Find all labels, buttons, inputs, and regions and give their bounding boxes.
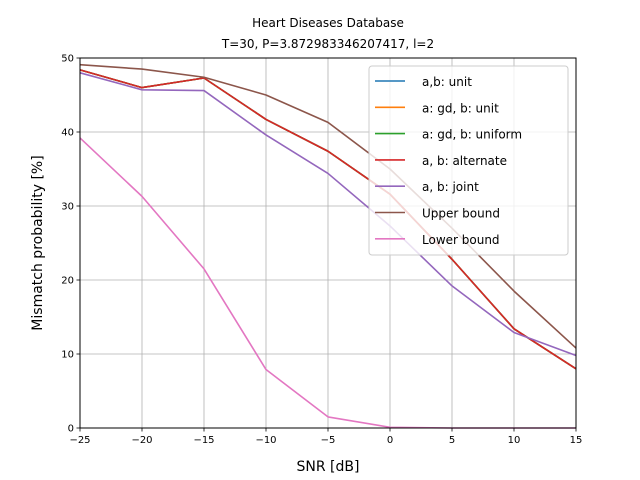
axis-ticks: −25 −20 −15 −10 −5 0 5 10 15 0 10 20 30 40 50	[61, 54, 582, 447]
y-axis-label: Mismatch probability [%]	[30, 155, 46, 330]
x-tick-label: −15	[193, 435, 214, 446]
y-tick-label: 30	[61, 202, 74, 213]
legend-label: a: gd, b: uniform	[422, 128, 522, 142]
legend-label: a, b: joint	[422, 180, 479, 194]
legend-label: a: gd, b: unit	[422, 101, 499, 115]
series-line-6	[79, 63, 577, 349]
x-tick-label: 15	[570, 435, 583, 446]
series-line-4	[79, 69, 577, 370]
legend-box	[368, 65, 569, 256]
series-line-5	[79, 72, 577, 357]
legend-label: a,b: unit	[422, 75, 472, 89]
legend-label: a, b: alternate	[422, 154, 507, 168]
x-tick-label: 5	[449, 435, 455, 446]
legend-label: Lower bound	[422, 233, 500, 247]
y-tick-label: 40	[61, 128, 74, 139]
x-tick-label: −25	[69, 435, 90, 446]
x-tick-label: −5	[321, 435, 336, 446]
x-tick-label: 10	[508, 435, 521, 446]
x-axis-label: SNR [dB]	[297, 459, 360, 475]
legend-label: Upper bound	[422, 207, 500, 221]
chart-title: Heart Diseases Database	[252, 16, 404, 30]
x-tick-label: 0	[387, 435, 393, 446]
x-tick-label: −10	[255, 435, 276, 446]
x-tick-label: −20	[131, 435, 152, 446]
chart-subtitle: T=30, P=3.872983346207417, l=2	[221, 37, 434, 51]
y-tick-label: 20	[61, 276, 74, 287]
legend: a,b: unit a: gd, b: unit a: gd, b: uniform…	[368, 65, 569, 256]
y-tick-label: 50	[61, 54, 74, 65]
y-tick-label: 0	[68, 424, 74, 435]
y-tick-label: 10	[61, 350, 74, 361]
